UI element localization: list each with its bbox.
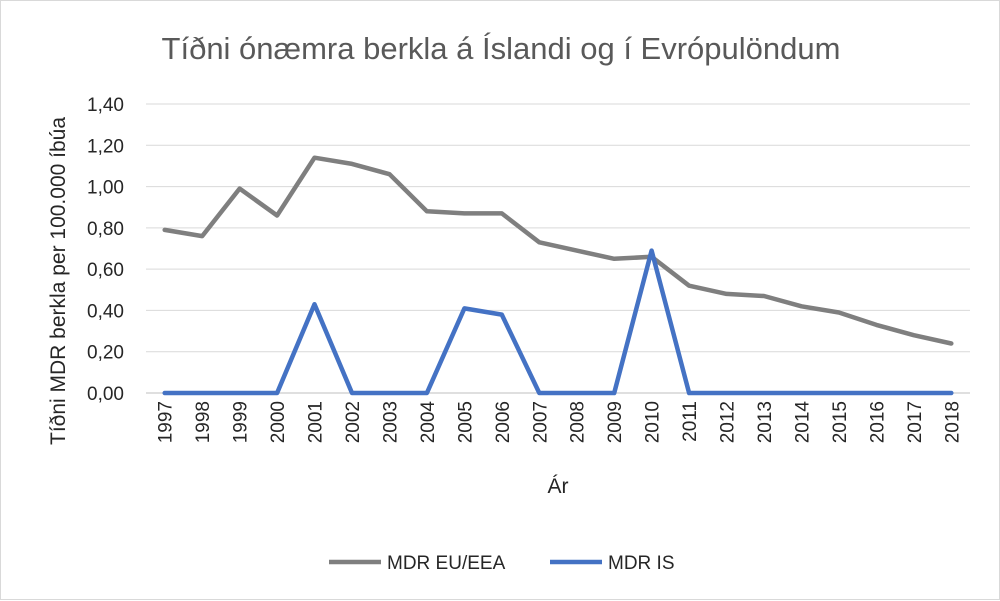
data-point: [874, 391, 878, 395]
data-point: [575, 249, 579, 253]
data-point: [837, 310, 841, 314]
x-tick-label: 2015: [830, 401, 851, 443]
data-point: [387, 391, 391, 395]
data-point: [313, 302, 317, 306]
x-axis-title: Ár: [548, 475, 569, 498]
series-line-mdr-is: [162, 248, 954, 396]
x-tick-label: 2016: [867, 401, 888, 443]
data-point: [425, 391, 429, 395]
x-tick-label: 2017: [905, 401, 926, 443]
x-tick-label: 2001: [306, 401, 327, 443]
data-point: [949, 391, 953, 395]
data-point: [612, 257, 616, 261]
x-tick-label: 2008: [568, 401, 589, 443]
data-point: [837, 391, 841, 395]
x-tick-label: 2000: [268, 401, 289, 443]
data-point: [725, 292, 729, 296]
legend: MDR EU/EEA MDR IS: [329, 553, 675, 574]
chart-title: Tíðni ónæmra berkla á Íslandi og í Evróp…: [162, 31, 841, 66]
y-tick-label: 1,00: [87, 178, 124, 199]
x-tick-label: 1997: [156, 401, 177, 443]
y-tick-label: 1,20: [87, 136, 124, 157]
data-point: [912, 391, 916, 395]
x-tick-label: 2006: [493, 401, 514, 443]
data-point: [799, 391, 803, 395]
data-point: [462, 211, 466, 215]
data-point: [687, 284, 691, 288]
data-point: [425, 209, 429, 213]
x-tick-label: 2011: [680, 401, 701, 442]
data-point: [762, 294, 766, 298]
data-point: [387, 172, 391, 176]
data-point: [200, 234, 204, 238]
data-point: [537, 391, 541, 395]
x-tick-label: 2002: [343, 401, 364, 443]
data-point: [163, 228, 167, 232]
gridlines: [146, 103, 970, 394]
data-point: [612, 391, 616, 395]
y-tick-label: 0,20: [87, 343, 124, 364]
x-tick-label: 2005: [455, 401, 476, 443]
data-point: [275, 213, 279, 217]
y-tick-label: 0,40: [87, 301, 124, 322]
x-tick-label: 2007: [530, 401, 551, 443]
data-point: [650, 249, 654, 253]
data-point: [500, 313, 504, 317]
data-point: [500, 211, 504, 215]
data-point: [874, 323, 878, 327]
data-point: [949, 341, 953, 345]
series-line-mdr-eu-eea: [162, 155, 954, 346]
x-tick-label: 1999: [231, 401, 252, 443]
x-tick-label: 2014: [792, 401, 813, 444]
y-tick-label: 1,40: [87, 95, 124, 116]
x-tick-label: 2010: [643, 401, 664, 443]
x-tick-label: 2003: [380, 401, 401, 443]
data-point: [238, 187, 242, 191]
x-tick-label: 2013: [755, 401, 776, 443]
data-point: [313, 156, 317, 160]
data-point: [912, 333, 916, 337]
x-tick-label: 1998: [193, 401, 214, 443]
data-point: [537, 240, 541, 244]
y-tick-label: 0,80: [87, 219, 124, 240]
data-point: [163, 391, 167, 395]
x-tick-label: 2018: [942, 401, 963, 443]
x-axis-ticks: 1997 1998 1999 2000 2001 2002 2003 2004 2005 2006…: [156, 401, 964, 444]
y-tick-label: 0,60: [87, 260, 124, 281]
data-point: [762, 391, 766, 395]
data-point: [350, 162, 354, 166]
data-point: [799, 304, 803, 308]
data-point: [200, 391, 204, 395]
data-point: [350, 391, 354, 395]
legend-label: MDR EU/EEA: [387, 553, 506, 574]
x-tick-label: 2004: [418, 401, 439, 444]
x-tick-label: 2009: [605, 401, 626, 443]
legend-label: MDR IS: [608, 553, 675, 574]
y-axis-ticks: 0,00 0,20 0,40 0,60 0,80 1,00 1,20 1,40: [87, 95, 124, 405]
data-point: [238, 391, 242, 395]
data-point: [725, 391, 729, 395]
data-point: [687, 391, 691, 395]
data-point: [575, 391, 579, 395]
series-lines: [162, 155, 954, 396]
data-point: [462, 306, 466, 310]
data-point: [275, 391, 279, 395]
y-axis-title: Tíðni MDR berkla per 100.000 íbúa: [47, 117, 70, 445]
x-tick-label: 2012: [718, 401, 739, 443]
y-tick-label: 0,00: [87, 384, 124, 405]
